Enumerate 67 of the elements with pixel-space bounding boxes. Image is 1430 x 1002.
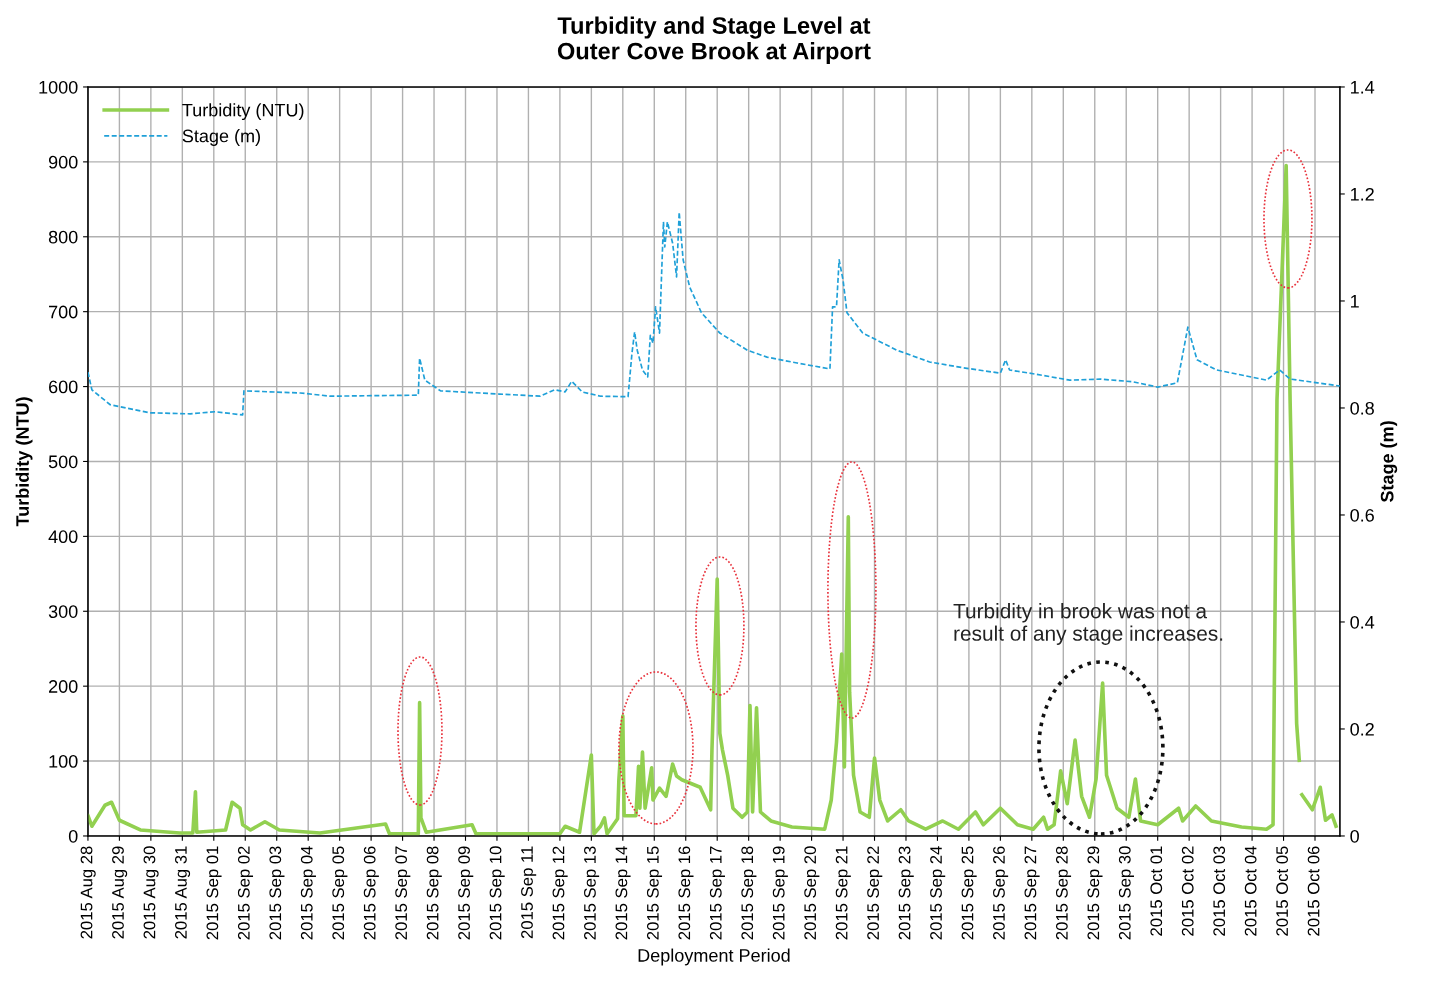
legend-label: Stage (m) [182, 129, 260, 146]
x-tick-label: 2015 Oct 03 [1213, 846, 1226, 936]
legend-label: Turbidity (NTU) [182, 103, 304, 121]
x-tick-label: 2015 Sep 15 [646, 846, 663, 940]
x-tick-label: 2015 Sep 10 [489, 846, 505, 940]
x-tick-label: 2015 Aug 29 [112, 846, 128, 939]
x-tick-label: 2015 Sep 25 [961, 846, 977, 940]
x-tick-label: 2015 Oct 04 [1244, 846, 1257, 936]
x-tick-label: 2015 Oct 06 [1307, 846, 1320, 936]
y2-tick-label: 1.2 [1351, 187, 1374, 201]
x-tick-label: 2015 Sep 04 [300, 846, 316, 940]
y-tick-label: 600 [49, 380, 78, 394]
x-axis-title: Deployment Period [638, 948, 790, 966]
x-tick-label: 2015 Sep 22 [867, 846, 883, 940]
x-tick-label: 2015 Oct 01 [1150, 846, 1163, 936]
x-tick-label: 2015 Aug 31 [175, 846, 191, 939]
x-tick-label: 2015 Sep 24 [930, 846, 946, 940]
x-tick-label: 2015 Sep 29 [1087, 846, 1103, 940]
x-tick-label: 2015 Sep 08 [426, 846, 442, 940]
x-tick-label: 2015 Sep 09 [458, 846, 474, 940]
y-tick-label: 800 [48, 230, 78, 244]
x-tick-label: 2015 Oct 02 [1181, 846, 1194, 936]
x-tick-label: 2015 Sep 13 [584, 846, 600, 940]
x-tick-label: 2015 Sep 19 [772, 846, 788, 940]
y-tick-label: 300 [48, 605, 78, 618]
x-tick-label: 2015 Sep 07 [395, 846, 411, 940]
y2-tick-label: 0 [1350, 829, 1359, 843]
x-tick-label: 2015 Sep 17 [709, 846, 725, 940]
annotation: Turbidity in brook was not a result of any stage increases. [953, 603, 1223, 645]
x-tick-label: 2015 Oct 05 [1276, 846, 1289, 936]
y2-tick-label: 1.4 [1351, 81, 1375, 94]
x-tick-label: 2015 Sep 14 [615, 846, 631, 940]
y-tick-label: 0 [68, 829, 78, 843]
x-tick-label: 2015 Sep 12 [552, 846, 568, 940]
chart-title: Turbidity and Stage Level at Outer Cove Brook at Airport [557, 16, 871, 65]
line-series [87, 211, 1340, 416]
x-tick-label: 2015 Sep 26 [993, 846, 1009, 940]
x-tick-label: 2015 Aug 30 [143, 846, 159, 939]
y-tick-label: 700 [49, 305, 78, 319]
x-tick-label: 2015 Sep 28 [1055, 846, 1072, 940]
x-tick-label: 2015 Sep 30 [1118, 846, 1134, 940]
y2-tick-label: 0.4 [1350, 615, 1375, 629]
y2-tick-label: 0.2 [1350, 722, 1374, 736]
x-tick-label: 2015 Aug 28 [80, 846, 96, 939]
x-tick-label: 2015 Sep 20 [804, 846, 820, 940]
x-tick-label: 2015 Sep 21 [835, 846, 851, 940]
x-tick-label: 2015 Sep 06 [363, 846, 379, 940]
y-tick-label: 100 [49, 755, 78, 768]
y2-tick-label: 0.8 [1350, 401, 1374, 415]
x-tick-label: 2015 Sep 18 [741, 846, 757, 940]
y2-axis-title: Stage (m) [1380, 421, 1398, 503]
x-tick-label: 2015 Sep 16 [678, 846, 694, 940]
x-tick-label: 2015 Sep 01 [206, 846, 222, 940]
x-tick-label: 2015 Sep 05 [332, 846, 348, 940]
x-tick-label: 2015 Sep 02 [237, 846, 254, 940]
y-tick-label: 900 [48, 155, 78, 169]
x-tick-label: 2015 Sep 11 [521, 846, 537, 939]
y-axis-title: Turbidity (NTU) [15, 397, 33, 527]
y2-tick-label: 1 [1351, 295, 1359, 308]
y-tick-label: 400 [48, 530, 78, 544]
y-tick-label: 500 [48, 455, 78, 469]
y2-tick-label: 0.6 [1350, 508, 1374, 522]
x-tick-label: 2015 Sep 03 [269, 846, 285, 940]
x-tick-label: 2015 Sep 27 [1024, 846, 1040, 940]
y-tick-label: 1000 [39, 80, 78, 94]
y-tick-label: 200 [49, 680, 78, 693]
x-tick-label: 2015 Sep 23 [898, 846, 914, 940]
